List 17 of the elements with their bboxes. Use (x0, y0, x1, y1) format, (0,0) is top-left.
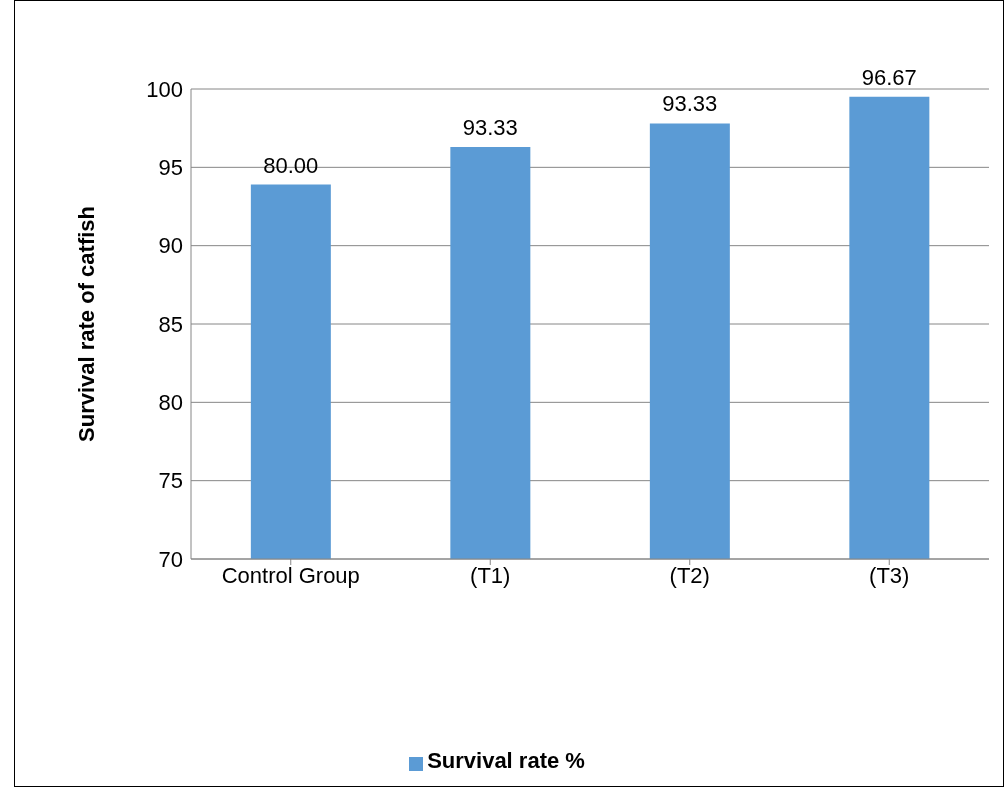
x-tick-label: Control Group (221, 562, 360, 588)
annotation: 93.33 (462, 114, 518, 140)
legend-label: Survival rate % (427, 748, 585, 773)
y-tick-label: 100 (146, 76, 183, 102)
y-axis-title: Survival rate of catfish (73, 206, 99, 442)
annotation: 80.00 (263, 152, 319, 178)
y-tick-label: 80 (158, 390, 183, 416)
y-tick-label: 85 (158, 311, 183, 337)
annotation: 96.67 (861, 64, 917, 90)
x-tick-label: (T3) (869, 562, 910, 588)
y-tick-label: 95 (158, 155, 183, 181)
x-tick-label: (T1) (470, 562, 511, 588)
annotation: 93.33 (662, 91, 718, 117)
y-tick-label: 75 (158, 468, 183, 494)
y-tick-label: 90 (158, 233, 183, 259)
y-tick-label: 70 (158, 546, 183, 572)
x-tick-label: (T2) (669, 562, 710, 588)
